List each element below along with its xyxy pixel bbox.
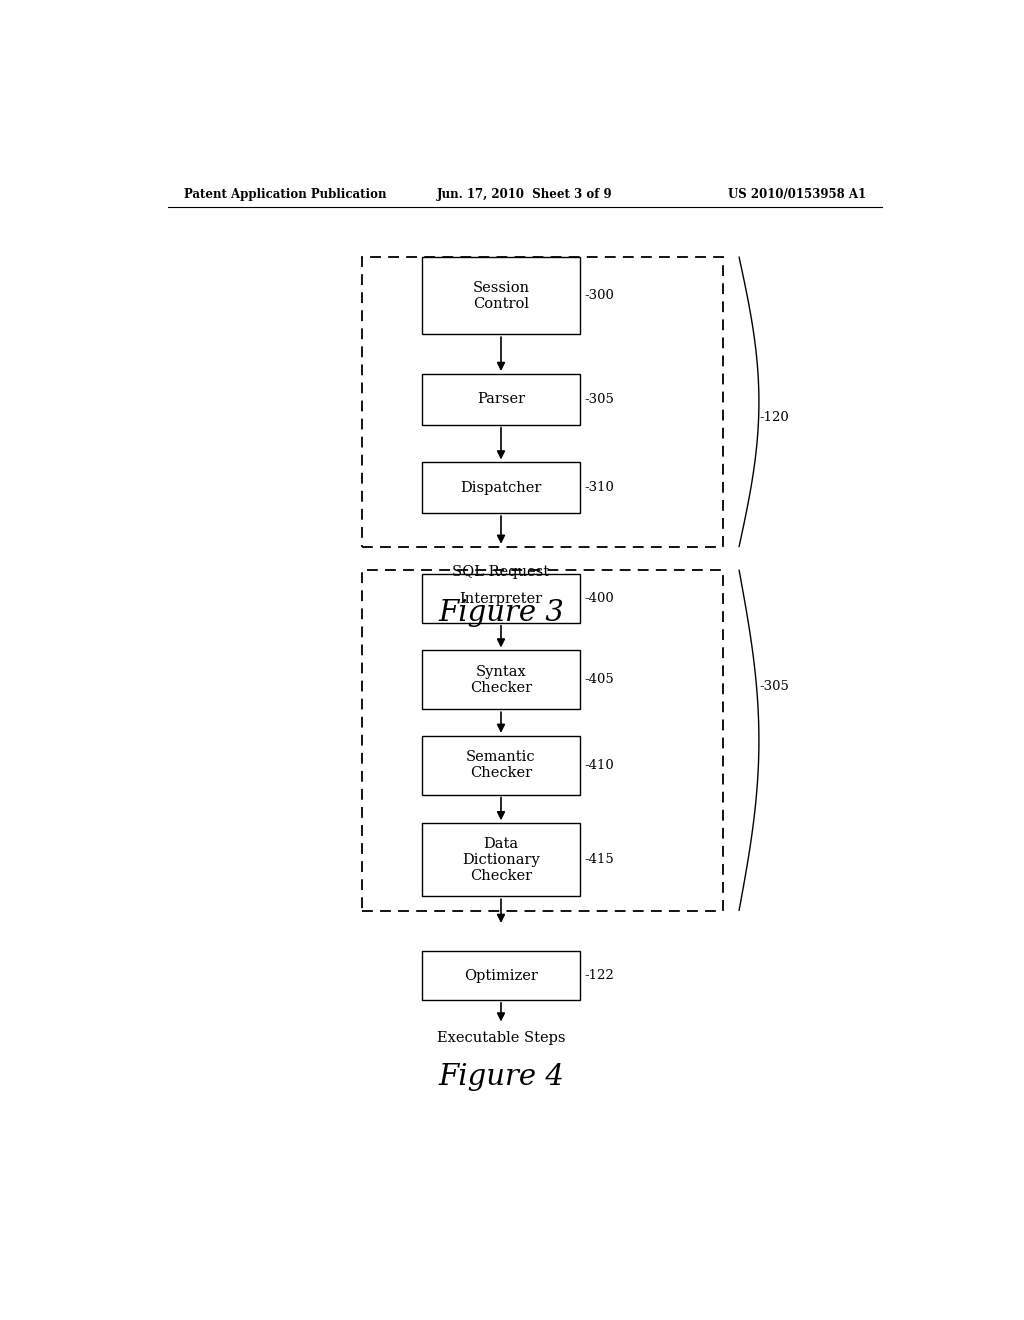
Bar bbox=[422, 374, 581, 425]
Text: Patent Application Publication: Patent Application Publication bbox=[183, 187, 386, 201]
Text: Jun. 17, 2010  Sheet 3 of 9: Jun. 17, 2010 Sheet 3 of 9 bbox=[437, 187, 612, 201]
Bar bbox=[422, 952, 581, 1001]
Text: Figure 4: Figure 4 bbox=[438, 1063, 564, 1092]
Text: Session
Control: Session Control bbox=[472, 281, 529, 310]
Text: Syntax
Checker: Syntax Checker bbox=[470, 665, 532, 694]
Text: Semantic
Checker: Semantic Checker bbox=[466, 750, 536, 780]
Text: SQL Request: SQL Request bbox=[453, 565, 550, 579]
Bar bbox=[422, 735, 581, 795]
Text: -122: -122 bbox=[585, 969, 614, 982]
Text: -410: -410 bbox=[585, 759, 614, 772]
Bar bbox=[422, 824, 581, 896]
Bar bbox=[422, 257, 581, 334]
Bar bbox=[422, 574, 581, 623]
Text: Parser: Parser bbox=[477, 392, 525, 407]
Text: -310: -310 bbox=[585, 482, 614, 494]
Text: -400: -400 bbox=[585, 591, 614, 605]
Text: Executable Steps: Executable Steps bbox=[437, 1031, 565, 1045]
Text: -305: -305 bbox=[585, 393, 614, 405]
Text: Interpreter: Interpreter bbox=[460, 591, 543, 606]
Text: Dispatcher: Dispatcher bbox=[461, 480, 542, 495]
Text: Data
Dictionary
Checker: Data Dictionary Checker bbox=[462, 837, 540, 883]
Text: Optimizer: Optimizer bbox=[464, 969, 538, 982]
Text: Figure 3: Figure 3 bbox=[438, 598, 564, 627]
Bar bbox=[422, 462, 581, 513]
Bar bbox=[362, 570, 723, 911]
Text: -415: -415 bbox=[585, 853, 614, 866]
Text: -300: -300 bbox=[585, 289, 614, 302]
Text: US 2010/0153958 A1: US 2010/0153958 A1 bbox=[728, 187, 866, 201]
Text: -405: -405 bbox=[585, 673, 614, 686]
Text: -120: -120 bbox=[759, 411, 788, 424]
Bar bbox=[362, 257, 723, 546]
Bar bbox=[422, 651, 581, 709]
Text: -305: -305 bbox=[759, 680, 788, 693]
